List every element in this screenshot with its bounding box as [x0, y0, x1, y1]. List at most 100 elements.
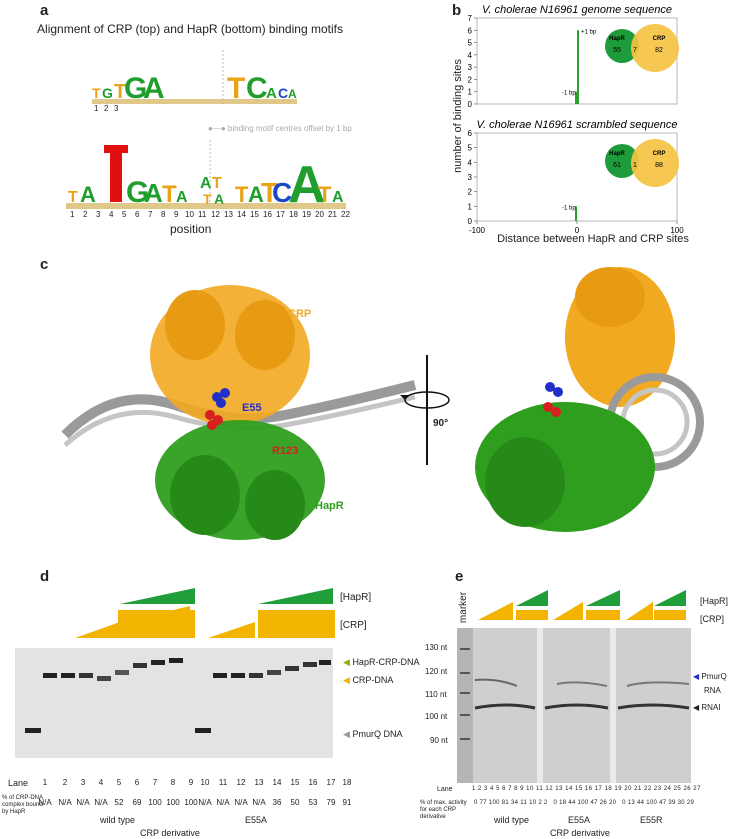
- svg-text:T: T: [261, 177, 278, 208]
- crp-hapr-structure-view-2: [475, 267, 704, 532]
- y-tick-label: 3: [468, 173, 473, 182]
- pct-value: N/A: [234, 798, 248, 807]
- lane-number: 2: [62, 778, 68, 787]
- svg-text:A: A: [80, 182, 96, 207]
- lane-number: 25: [673, 786, 682, 792]
- svg-text:A: A: [248, 182, 264, 207]
- panel-c-letter: c: [40, 256, 49, 273]
- lane-number: 20: [624, 786, 632, 792]
- lane-number: 26: [683, 786, 692, 792]
- pos-label: 15: [250, 210, 259, 219]
- svg-text:T: T: [162, 181, 177, 208]
- pct-value: 81: [501, 800, 510, 806]
- marker-label: marker: [458, 591, 470, 624]
- venn-right-label: CRP: [653, 36, 666, 42]
- venn-left-count: 55: [613, 47, 621, 54]
- size-marker-100: 100 nt: [425, 712, 448, 721]
- lane-number: 4: [98, 778, 104, 787]
- pct-value: 47: [590, 800, 598, 806]
- pct-value: 44: [568, 800, 576, 806]
- pct-value: 100: [488, 800, 500, 806]
- lane-number: 10: [526, 786, 534, 792]
- svg-text:T: T: [203, 191, 212, 207]
- lane-number: 10: [200, 778, 210, 787]
- pct-value: 36: [272, 798, 282, 807]
- lane-number: 22: [644, 786, 652, 792]
- panel-d-lane-header: Lane: [8, 778, 29, 788]
- pct-value: 50: [290, 798, 300, 807]
- chart-title: V. cholerae N16961 scrambled sequence: [477, 119, 678, 131]
- pos-label: 3: [96, 210, 101, 219]
- lane-number: 1: [472, 786, 476, 792]
- pct-value: 34: [511, 800, 519, 806]
- svg-text:C: C: [278, 85, 288, 101]
- svg-text:A: A: [200, 175, 212, 192]
- lane-number: 15: [290, 778, 300, 787]
- band-label-text: PmurQ: [701, 672, 727, 681]
- svg-text:A: A: [214, 191, 224, 207]
- emsa-gel: [15, 648, 333, 758]
- y-tick-label: 1: [468, 202, 473, 211]
- svg-text:G: G: [124, 72, 147, 105]
- in-vitro-transcription-gel: [457, 628, 691, 783]
- svg-text:A: A: [143, 72, 165, 105]
- yellow-green-arrow-icon: ◀: [343, 657, 350, 667]
- pct-value: 13: [627, 800, 636, 806]
- svg-text:T: T: [318, 182, 332, 207]
- bar-label: -1 bp: [562, 91, 576, 97]
- lane-number: 3: [484, 786, 488, 792]
- lane-number: 2: [478, 786, 482, 792]
- pct-value: N/A: [38, 798, 52, 807]
- pct-value: 47: [659, 800, 667, 806]
- x-tick-label: 0: [575, 226, 580, 235]
- lane-number: 11: [218, 778, 228, 787]
- panel-e-crp-label: [CRP]: [700, 614, 725, 624]
- lane-number: 16: [308, 778, 318, 787]
- lane-number: 6: [502, 786, 506, 792]
- offset-note: ●—● binding motif centres offset by 1 bp: [208, 124, 352, 133]
- panel-b-xlabel: Distance between HapR and CRP sites: [497, 233, 689, 245]
- pos-label: 6: [135, 210, 140, 219]
- rotation-icon: [400, 355, 450, 465]
- venn-left-label: HapR: [609, 151, 625, 157]
- hapr-logo-positions: 1 2 3 4 5 6 7 8 9 10 11 12 13 14 15 16 1…: [64, 210, 350, 222]
- pct-value: 100: [646, 800, 658, 806]
- venn-hapr-circle: [605, 29, 639, 63]
- pct-value: 0: [474, 800, 478, 806]
- grey-arrow-icon: ◀: [343, 729, 350, 739]
- venn-overlap-count: 1: [633, 162, 637, 169]
- venn-overlap-count: 7: [633, 47, 637, 54]
- pct-value: 11: [520, 800, 528, 806]
- pos-label: 8: [161, 210, 166, 219]
- pct-value: 53: [308, 798, 318, 807]
- lane-number: 9: [520, 786, 524, 792]
- venn-hapr-circle: [605, 144, 639, 178]
- band-label-hapr-crp-dna: ◀ HapR-CRP-DNA: [343, 657, 419, 668]
- panel-e-lane-header: Lane: [437, 786, 453, 793]
- pos-label: 14: [237, 210, 246, 219]
- venn-crp-circle: [631, 139, 679, 187]
- lane-number: 18: [604, 786, 613, 792]
- venn-right-count: 82: [655, 47, 663, 54]
- pos-label: 9: [174, 210, 179, 219]
- pct-value: 10: [529, 800, 537, 806]
- band-label-text: CRP-DNA: [352, 675, 394, 685]
- svg-text:T: T: [235, 182, 249, 207]
- svg-text:G: G: [126, 176, 149, 209]
- pct-value: N/A: [58, 798, 72, 807]
- lane-number: 27: [693, 786, 701, 792]
- lane-number: 11: [536, 786, 544, 792]
- hapr-structure-label: HapR: [315, 500, 344, 512]
- lane-number: 19: [614, 786, 623, 792]
- pos-label: 10: [185, 210, 194, 219]
- pos-label: 17: [276, 210, 285, 219]
- pct-value: 100: [148, 798, 162, 807]
- band-label-text: RNAI: [701, 703, 721, 712]
- pct-value: 29: [686, 800, 695, 806]
- panel-e-footer: CRP derivative: [550, 828, 610, 838]
- y-tick-label: 6: [468, 129, 473, 138]
- crp-sequence-logo: T G T G A T C A C A: [92, 50, 297, 105]
- venn-left-count: 61: [613, 162, 621, 169]
- y-tick-label: 4: [468, 51, 473, 60]
- band-label-pmurq-rna: ◀ PmurQ: [693, 672, 727, 681]
